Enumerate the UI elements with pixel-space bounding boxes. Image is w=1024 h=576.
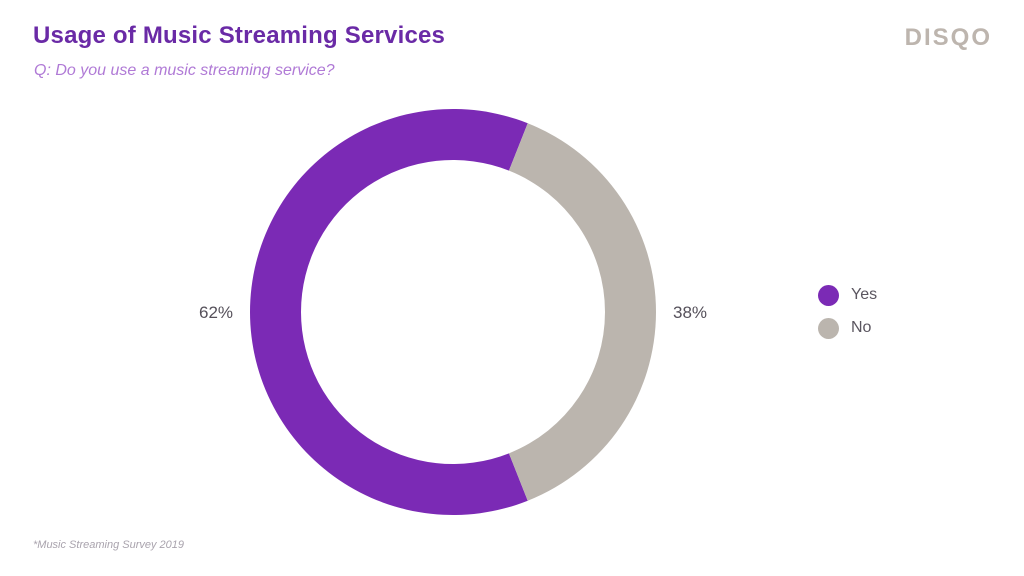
legend-item-yes: Yes: [818, 284, 877, 306]
data-label-yes: 62%: [199, 303, 233, 322]
donut-slice-no: [508, 123, 656, 501]
donut-slice-yes: [250, 108, 528, 515]
legend-swatch-yes: [818, 284, 839, 306]
legend: Yes No: [818, 284, 877, 350]
data-label-no: 38%: [673, 303, 707, 322]
chart-title: Usage of Music Streaming Services: [33, 22, 446, 49]
disqo-logo: DISQO: [904, 24, 992, 51]
legend-label-no: No: [851, 319, 872, 336]
chart-subtitle: Q: Do you use a music streaming service?: [34, 62, 335, 79]
legend-item-no: No: [818, 317, 877, 339]
legend-swatch-no: [818, 317, 839, 339]
source-note: *Music Streaming Survey 2019: [33, 539, 185, 551]
legend-label-yes: Yes: [851, 286, 878, 303]
